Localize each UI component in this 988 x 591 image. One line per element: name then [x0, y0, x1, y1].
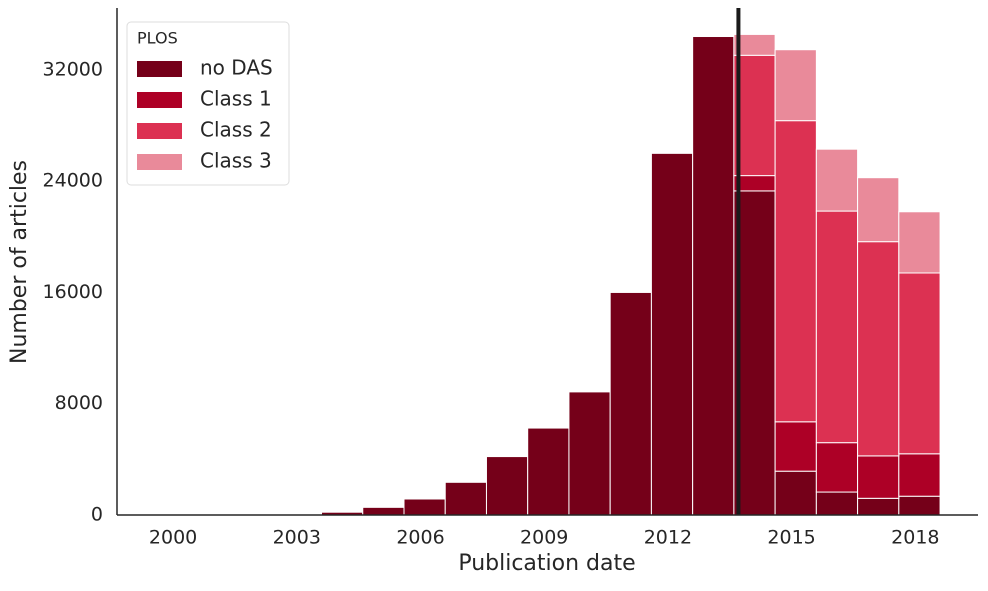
legend-label: no DAS	[200, 56, 273, 80]
bar-segment	[774, 421, 817, 472]
bar-segment	[609, 291, 652, 516]
bar-segment	[485, 456, 529, 516]
bar-segment	[815, 210, 859, 444]
y-tick-label: 8000	[55, 392, 103, 414]
bar-segment	[774, 49, 817, 122]
bar-segment	[692, 36, 735, 516]
bar-segment	[815, 442, 859, 493]
legend-label: Class 3	[200, 149, 272, 173]
x-axis-label: Publication date	[458, 551, 635, 576]
bar-segment	[774, 470, 817, 516]
bar-segment	[857, 177, 900, 243]
bar-segment	[857, 497, 900, 516]
y-tick-label: 0	[91, 504, 103, 526]
x-tick-label: 2009	[520, 527, 568, 549]
legend-swatch	[137, 154, 182, 170]
legend-swatch	[137, 61, 182, 77]
bar-segment	[898, 495, 941, 516]
bar-segment	[815, 148, 859, 212]
x-tick-label: 2018	[891, 527, 939, 549]
bar-segment	[733, 33, 776, 56]
bar-segment	[857, 455, 900, 499]
legend-swatch	[137, 123, 182, 139]
x-tick-label: 2015	[767, 527, 815, 549]
x-tick-label: 2012	[644, 527, 692, 549]
bar-segment	[527, 427, 570, 516]
bar-segment	[898, 211, 941, 274]
bar-segment	[898, 272, 941, 455]
bar-segment	[815, 491, 859, 516]
bar-segment	[362, 506, 405, 516]
bar-segment	[444, 481, 487, 516]
bar-segment	[403, 498, 446, 516]
legend-label: Class 1	[200, 87, 272, 111]
bar-segment	[898, 453, 941, 497]
x-tick-label: 2003	[273, 527, 321, 549]
legend-swatch	[137, 92, 182, 108]
bar-segment	[774, 120, 817, 423]
bar-segment	[568, 391, 611, 516]
y-axis-label: Number of articles	[7, 160, 32, 364]
x-tick-label: 2000	[149, 527, 197, 549]
bar-segment	[857, 241, 900, 457]
x-tick-label: 2006	[396, 527, 444, 549]
y-tick-label: 16000	[43, 281, 103, 303]
y-tick-label: 24000	[43, 170, 103, 192]
legend-label: Class 2	[200, 118, 272, 142]
bar-segment	[650, 152, 694, 516]
y-tick-label: 32000	[43, 58, 103, 80]
legend-title: PLOS	[137, 29, 178, 48]
